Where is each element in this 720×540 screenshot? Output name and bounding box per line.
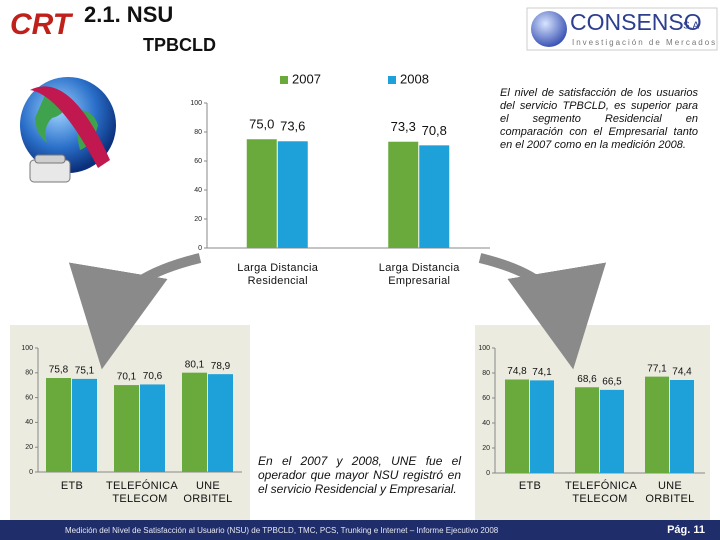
y-tick-label: 20: [194, 216, 202, 223]
footer-bar: [0, 520, 720, 540]
note-bottom: En el 2007 y 2008, UNE fue el operador q…: [258, 454, 461, 496]
y-tick-label: 80: [482, 370, 490, 377]
bar: [600, 389, 624, 473]
legend-label: 2007: [292, 71, 321, 86]
y-tick-label: 40: [25, 419, 33, 426]
y-tick-label: 20: [482, 445, 490, 452]
y-tick-label: 40: [194, 187, 202, 194]
bar: [575, 387, 599, 473]
value-label: 70,6: [143, 371, 163, 382]
bar: [388, 141, 419, 248]
logo-right-text: CONSENSO: [570, 9, 702, 35]
logo-right-tagline: Investigación de Mercados: [572, 38, 717, 47]
value-label: 70,1: [117, 372, 137, 383]
legend-swatch: [280, 76, 288, 84]
bar: [530, 380, 554, 473]
slide-title: 2.1. NSU: [84, 2, 173, 27]
x-tick-label: UNE ORBITEL: [645, 480, 695, 505]
bar: [419, 145, 450, 248]
bar: [182, 372, 207, 472]
value-label: 74,4: [672, 367, 692, 378]
value-label: 68,6: [577, 374, 597, 385]
y-tick-label: 0: [29, 469, 33, 476]
x-tick-label: TELEFÓNICA TELECOM: [106, 480, 179, 505]
x-tick-label: ETB: [60, 480, 84, 492]
value-label: 66,5: [602, 377, 622, 388]
logo-right-icon: [531, 11, 567, 47]
value-label: 70,8: [422, 123, 447, 138]
bar: [246, 139, 277, 248]
value-label: 74,8: [507, 366, 527, 377]
y-tick-label: 60: [25, 394, 33, 401]
slide-subtitle: TPBCLD: [143, 35, 216, 55]
y-tick-label: 100: [478, 345, 490, 352]
y-tick-label: 0: [486, 470, 490, 477]
x-tick-label: UNE ORBITEL: [183, 480, 233, 505]
logo-left: CRT: [10, 8, 74, 41]
page-number: Pág. 11: [667, 524, 705, 536]
bar: [505, 379, 529, 473]
bar: [46, 378, 71, 472]
value-label: 75,0: [249, 117, 274, 132]
globe-image: [20, 77, 116, 183]
arrow-left: [68, 253, 202, 370]
value-label: 75,8: [49, 365, 69, 376]
note-top: El nivel de satisfacción de los usuarios…: [500, 87, 698, 151]
y-tick-label: 80: [25, 370, 33, 377]
arrow-right: [478, 253, 607, 370]
legend-label: 2008: [400, 71, 429, 86]
x-tick-label: ETB: [518, 480, 542, 492]
value-label: 77,1: [647, 363, 667, 374]
y-tick-label: 80: [194, 129, 202, 136]
y-tick-label: 40: [482, 420, 490, 427]
x-tick-label: Larga Distancia Residencial: [237, 262, 319, 287]
bar: [140, 384, 165, 472]
y-tick-label: 20: [25, 444, 33, 451]
bar: [645, 376, 669, 473]
y-tick-label: 60: [194, 158, 202, 165]
bar: [277, 141, 308, 248]
footer-text: Medición del Nivel de Satisfacción al Us…: [65, 526, 499, 535]
y-tick-label: 100: [190, 100, 202, 107]
bar: [72, 378, 97, 472]
logo-right-box: [526, 7, 718, 51]
logo-left-box: [10, 42, 72, 58]
value-label: 75,1: [75, 366, 95, 377]
y-tick-label: 0: [198, 245, 202, 252]
y-tick-label: 60: [482, 395, 490, 402]
value-label: 80,1: [185, 359, 205, 370]
bar: [670, 380, 694, 473]
value-label: 73,6: [280, 119, 305, 134]
x-tick-label: Larga Distancia Empresarial: [378, 262, 460, 287]
y-tick-label: 100: [21, 345, 33, 352]
x-tick-label: TELEFÓNICA TELECOM: [565, 480, 638, 505]
legend-swatch: [388, 76, 396, 84]
value-label: 73,3: [391, 119, 416, 134]
value-label: 78,9: [211, 361, 231, 372]
logo-right-suffix: S.A: [683, 21, 699, 32]
value-label: 74,1: [532, 367, 552, 378]
bar: [208, 374, 233, 472]
bar: [114, 385, 139, 472]
